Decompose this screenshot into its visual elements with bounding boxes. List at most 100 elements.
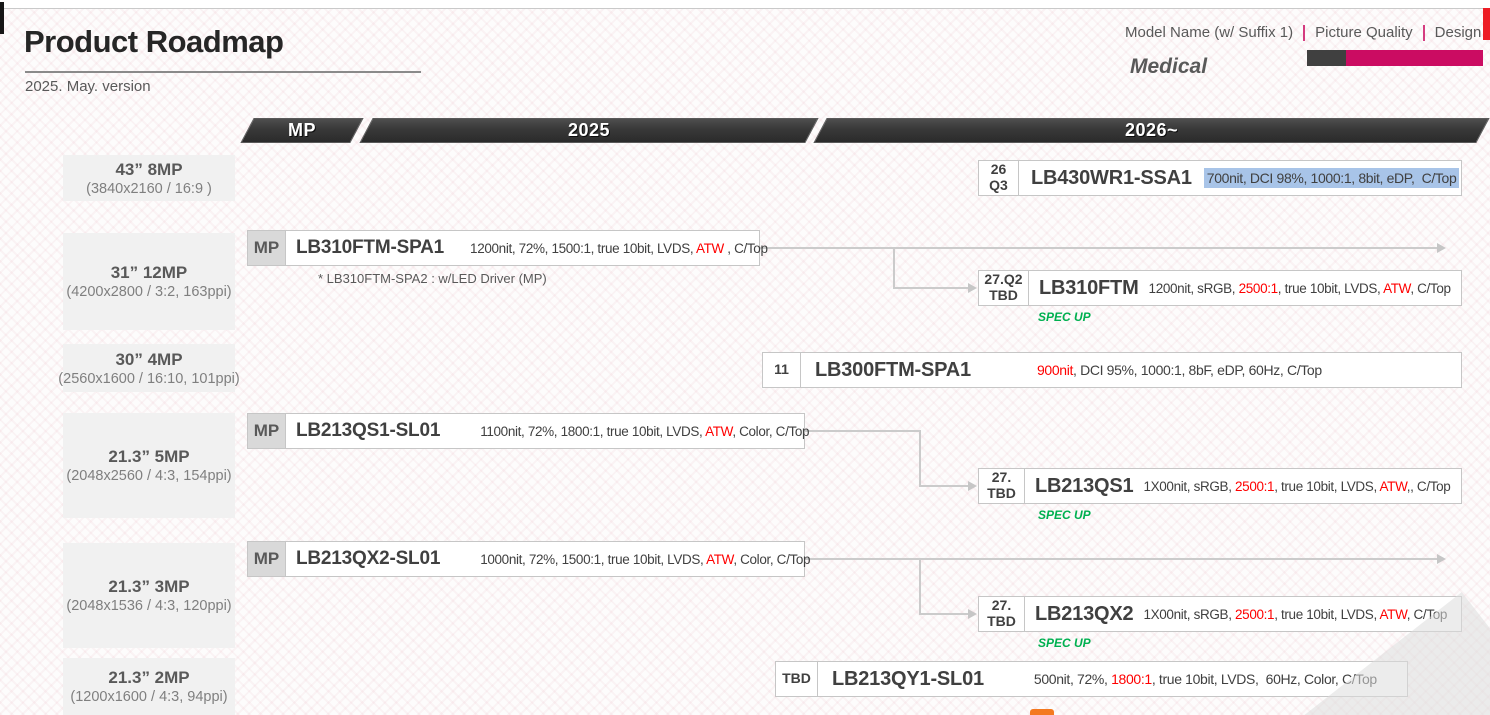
spec-part: , DCI 95%, 1000:1, 8bF, eDP, 60Hz, C/Top [1073, 362, 1322, 378]
footnote: * LB310FTM-SPA2 : w/LED Driver (MP) [318, 271, 547, 286]
badge-line: MP [253, 238, 280, 258]
connector-line [893, 287, 968, 289]
spec-part: ATW [1383, 280, 1411, 296]
spec-text: 900nit, DCI 95%, 1000:1, 8bF, eDP, 60Hz,… [1037, 362, 1322, 378]
connector-line [805, 430, 921, 432]
timing-badge: 27. TBD [979, 597, 1025, 631]
product-box-lb430wr1-ssa1[interactable]: 26 Q3 LB430WR1-SSA1 700nit, DCI 98%, 100… [978, 160, 1462, 196]
page-title: Product Roadmap [24, 24, 284, 59]
spec-part: ATW [1379, 478, 1408, 494]
phase-badge-mp: MP [248, 542, 286, 576]
spec-text: 1X00nit, sRGB, 2500:1, true 10bit, LVDS,… [1143, 607, 1447, 622]
arrowhead-icon [968, 283, 977, 293]
connector-line [919, 613, 968, 615]
timeline-phase-mp: MP [240, 118, 364, 143]
model-name: LB213QS1-SL01 [296, 420, 441, 441]
spec-part: ATW [1379, 606, 1408, 622]
model-name: LB213QX2 [1035, 602, 1134, 625]
legend-separator-icon [1422, 24, 1425, 41]
arrowhead-icon [1437, 243, 1446, 253]
spec-text: 1000nit, 72%, 1500:1, true 10bit, LVDS, … [480, 552, 810, 567]
spec-part: , true 10bit, LVDS, 60Hz, Color, C/Top [1151, 671, 1377, 687]
spec-part: 900nit [1036, 362, 1073, 378]
model-name: LB310FTM-SPA1 [296, 237, 445, 258]
spec-part: 2500:1 [1238, 280, 1279, 296]
title-underline [25, 71, 421, 73]
spec-up-note: SPEC UP [1038, 508, 1091, 522]
timing-badge: 27.Q2 TBD [979, 271, 1029, 305]
version-label: 2025. May. version [25, 78, 151, 95]
top-border-band [0, 0, 1490, 9]
product-box-lb213qy1-sl01[interactable]: TBD LB213QY1-SL01 500nit, 72%, 1800:1, t… [775, 661, 1408, 697]
product-box-lb213qs1[interactable]: 27. TBD LB213QS1 1X00nit, sRGB, 2500:1, … [978, 468, 1462, 504]
legend-separator-icon [1303, 24, 1306, 41]
spec-part: , true 10bit, LVDS, [1274, 478, 1380, 494]
spec-part: 1200nit, sRGB, [1148, 280, 1239, 296]
product-box-lb213qx2-sl01[interactable]: MP LB213QX2-SL01 1000nit, 72%, 1500:1, t… [247, 541, 811, 577]
legend-design-label: Design [1434, 24, 1482, 41]
legend-color-dark [1307, 50, 1346, 66]
product-box-lb310ftm-spa1[interactable]: MP LB310FTM-SPA1 1200nit, 72%, 1500:1, t… [247, 230, 768, 266]
connector-line [760, 247, 1437, 249]
timing-badge: 27. TBD [979, 469, 1025, 503]
spec-text: 1X00nit, sRGB, 2500:1, true 10bit, LVDS,… [1143, 479, 1450, 494]
model-name: LB213QX2-SL01 [296, 548, 441, 569]
arrowhead-icon [1437, 554, 1446, 564]
spec-part: ATW [705, 423, 733, 439]
badge-line: MP [253, 421, 280, 441]
timing-badge: 11 [763, 353, 801, 387]
product-box-lb300ftm-spa1[interactable]: 11 LB300FTM-SPA1 900nit, DCI 95%, 1000:1… [762, 352, 1462, 388]
badge-line: 27.Q2 [984, 271, 1023, 288]
spec-text: 700nit, DCI 98%, 1000:1, 8bit, eDP, C/To… [1203, 168, 1460, 188]
phase-badge-mp: MP [248, 231, 286, 265]
spec-part-highlighted[interactable]: 700nit, DCI 98%, 1000:1, 8bit, eDP, C/To… [1203, 168, 1460, 188]
spec-part: 1100nit, 72%, 1800:1, true 10bit, LVDS, [480, 423, 706, 439]
arrowhead-icon [968, 481, 977, 491]
badge-line: 27. [991, 597, 1012, 614]
row-label-31-12mp: 31” 12MP (4200x2800 / 3:2, 163ppi) [63, 233, 235, 330]
badge-line: TBD [989, 287, 1018, 303]
timeline-label: 2026~ [1124, 120, 1179, 140]
arrowhead-icon [968, 609, 977, 619]
legend: Model Name (w/ Suffix 1) Picture Quality… [1125, 24, 1481, 41]
spec-part: 1X00nit, sRGB, [1143, 478, 1235, 494]
row-resolution: (4200x2800 / 3:2, 163ppi) [66, 284, 232, 300]
timeline-label: MP [288, 120, 316, 140]
spec-part: 2500:1 [1235, 606, 1275, 622]
product-box-lb213qx2[interactable]: 27. TBD LB213QX2 1X00nit, sRGB, 2500:1, … [978, 596, 1462, 632]
spec-text: 1100nit, 72%, 1800:1, true 10bit, LVDS, … [480, 424, 809, 439]
model-name: LB300FTM-SPA1 [815, 358, 971, 381]
spec-part: 1000nit, 72%, 1500:1, true 10bit, LVDS, [480, 551, 707, 567]
row-size: 21.3” 3MP [108, 577, 190, 596]
row-size: 21.3” 5MP [108, 447, 190, 466]
product-box-lb310ftm[interactable]: 27.Q2 TBD LB310FTM 1200nit, sRGB, 2500:1… [978, 270, 1462, 306]
spec-part: , true 10bit, LVDS, [1277, 280, 1384, 296]
corner-tick-mark [0, 2, 4, 34]
row-size: 21.3” 2MP [108, 668, 190, 687]
row-resolution: (2560x1600 / 16:10, 101ppi) [58, 370, 240, 387]
spec-text: 1200nit, sRGB, 2500:1, true 10bit, LVDS,… [1149, 281, 1451, 296]
model-name: LB213QS1 [1035, 474, 1134, 497]
timeline-label: 2025 [567, 120, 611, 140]
connector-line [919, 485, 968, 487]
row-label-213-3mp: 21.3” 3MP (2048x1536 / 4:3, 120ppi) [63, 543, 235, 648]
timeline-phase-2025: 2025 [359, 118, 819, 143]
badge-line: TBD [987, 613, 1016, 629]
timeline-phase-2026: 2026~ [813, 118, 1490, 143]
row-label-213-5mp: 21.3” 5MP (2048x2560 / 4:3, 154ppi) [63, 413, 235, 518]
row-label-43-8mp: 43” 8MP (3840x2160 / 16:9 ) [63, 155, 235, 201]
spec-up-note: SPEC UP [1038, 636, 1091, 650]
spec-part: ATW [695, 240, 724, 256]
spec-part: , Color, C/Top [733, 551, 811, 567]
model-name: LB430WR1-SSA1 [1031, 166, 1192, 189]
row-label-30-4mp: 30” 4MP (2560x1600 / 16:10, 101ppi) [58, 344, 240, 392]
badge-line: MP [253, 549, 280, 569]
badge-line: 27. [991, 469, 1012, 486]
timing-badge: 26 Q3 [979, 161, 1019, 195]
spec-part: ,, C/Top [1406, 478, 1451, 494]
row-size: 43” 8MP [115, 159, 183, 179]
spec-text: 1200nit, 72%, 1500:1, true 10bit, LVDS, … [470, 241, 768, 256]
product-box-lb213qs1-sl01[interactable]: MP LB213QS1-SL01 1100nit, 72%, 1800:1, t… [247, 413, 810, 449]
spec-part: , true 10bit, LVDS, [1274, 606, 1380, 622]
spec-part: , Color, C/Top [732, 423, 810, 439]
